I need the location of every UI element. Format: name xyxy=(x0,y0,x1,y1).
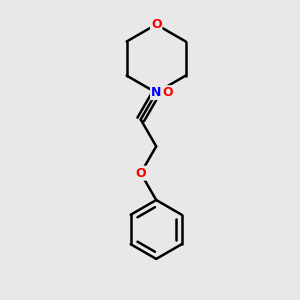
Text: O: O xyxy=(135,167,146,180)
Text: O: O xyxy=(162,86,173,99)
Text: N: N xyxy=(151,86,161,99)
Text: O: O xyxy=(151,18,161,31)
